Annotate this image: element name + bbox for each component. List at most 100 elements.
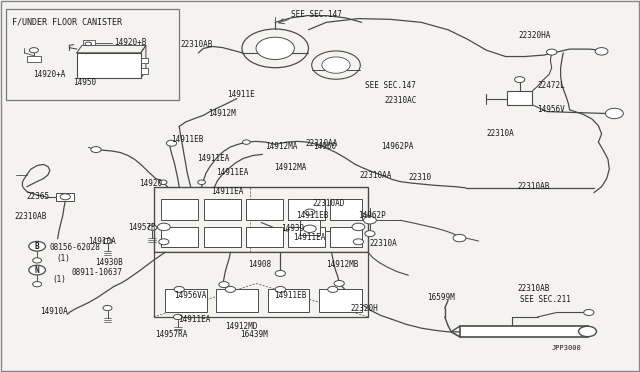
Text: 14911E: 14911E: [227, 90, 255, 99]
Circle shape: [547, 49, 557, 55]
Text: 14956VA: 14956VA: [174, 291, 207, 300]
Text: 22310AA: 22310AA: [360, 171, 392, 180]
Circle shape: [322, 57, 350, 73]
Text: JPP3000: JPP3000: [552, 345, 581, 351]
Circle shape: [595, 48, 608, 55]
Text: 14910A: 14910A: [40, 307, 67, 316]
Circle shape: [174, 286, 184, 292]
Circle shape: [584, 310, 594, 315]
Circle shape: [256, 37, 294, 60]
Circle shape: [579, 326, 596, 337]
Text: 14911EB: 14911EB: [296, 211, 328, 220]
Text: N: N: [35, 266, 40, 275]
Circle shape: [91, 147, 101, 153]
Text: 14939: 14939: [282, 224, 305, 233]
Text: 14930B: 14930B: [95, 258, 122, 267]
Text: 14911EA: 14911EA: [197, 154, 230, 163]
Text: 22310AA: 22310AA: [306, 139, 339, 148]
Bar: [165, 289, 207, 312]
Text: 14911EB: 14911EB: [274, 291, 307, 300]
Bar: [27, 56, 41, 62]
Circle shape: [219, 282, 229, 288]
Circle shape: [303, 225, 316, 232]
Text: 08156-62028: 08156-62028: [50, 243, 100, 252]
Bar: [6, 9, 179, 100]
Circle shape: [103, 305, 112, 311]
Text: 14957R: 14957R: [128, 223, 156, 232]
Bar: [56, 193, 74, 201]
Circle shape: [29, 241, 45, 251]
Circle shape: [157, 223, 170, 231]
Text: SEE SEC.147: SEE SEC.147: [291, 10, 342, 19]
Bar: [300, 220, 320, 235]
Circle shape: [29, 265, 45, 275]
Text: SEE SEC.147: SEE SEC.147: [365, 81, 415, 90]
Bar: [161, 199, 198, 220]
Circle shape: [29, 48, 38, 53]
Bar: [216, 289, 258, 312]
Bar: [507, 91, 532, 105]
Circle shape: [275, 270, 285, 276]
Text: 14920+A: 14920+A: [33, 70, 66, 79]
Text: 14912MA: 14912MA: [274, 163, 307, 172]
Bar: [288, 199, 325, 220]
Text: 14912MA: 14912MA: [266, 142, 298, 151]
Text: 14912M: 14912M: [208, 109, 236, 118]
Circle shape: [312, 51, 360, 79]
Bar: [246, 199, 283, 220]
Circle shape: [159, 239, 169, 245]
Text: 22310AD: 22310AD: [312, 199, 345, 208]
Bar: [330, 227, 362, 247]
Text: 22310AB: 22310AB: [517, 284, 550, 293]
Circle shape: [85, 42, 92, 46]
Circle shape: [60, 194, 70, 200]
Text: 22320H: 22320H: [351, 304, 378, 312]
Text: 22320HA: 22320HA: [518, 31, 551, 40]
Circle shape: [275, 286, 285, 292]
Circle shape: [353, 239, 364, 245]
Circle shape: [166, 140, 177, 146]
Text: 14920: 14920: [140, 179, 163, 187]
Text: 14957RA: 14957RA: [155, 330, 188, 339]
Bar: [460, 326, 588, 337]
Bar: [204, 199, 241, 220]
Circle shape: [103, 238, 112, 244]
Circle shape: [243, 140, 250, 144]
Circle shape: [242, 29, 308, 68]
Circle shape: [148, 225, 157, 230]
Text: B: B: [35, 242, 40, 251]
Bar: [141, 68, 148, 74]
Circle shape: [33, 282, 42, 287]
Circle shape: [334, 280, 344, 286]
Text: 14912MD: 14912MD: [225, 322, 258, 331]
Circle shape: [365, 231, 375, 237]
Text: 22365: 22365: [27, 192, 50, 201]
Circle shape: [453, 234, 466, 242]
Text: 14960: 14960: [314, 142, 337, 151]
Circle shape: [33, 258, 42, 263]
Text: 22310AB: 22310AB: [14, 212, 47, 221]
Bar: [141, 58, 148, 63]
Bar: [319, 289, 362, 312]
Circle shape: [328, 286, 338, 292]
Circle shape: [352, 223, 365, 231]
Text: 14911EA: 14911EA: [178, 315, 211, 324]
Text: 14908: 14908: [248, 260, 271, 269]
Bar: [268, 289, 309, 312]
Circle shape: [364, 217, 376, 224]
Text: 14956V: 14956V: [538, 105, 565, 114]
Bar: [246, 227, 283, 247]
Circle shape: [159, 180, 167, 185]
Bar: [161, 227, 198, 247]
Text: 14962P: 14962P: [358, 211, 386, 220]
Text: 16439M: 16439M: [240, 330, 268, 339]
Text: 22310AB: 22310AB: [517, 182, 550, 191]
Text: (1): (1): [56, 254, 70, 263]
Text: 08911-10637: 08911-10637: [72, 268, 122, 277]
Text: 22310AC: 22310AC: [384, 96, 417, 105]
Bar: [83, 40, 95, 45]
Text: 14911EB: 14911EB: [172, 135, 204, 144]
Text: 14950: 14950: [74, 78, 97, 87]
Text: 14911EA: 14911EA: [216, 169, 249, 177]
Text: (1): (1): [52, 275, 67, 284]
